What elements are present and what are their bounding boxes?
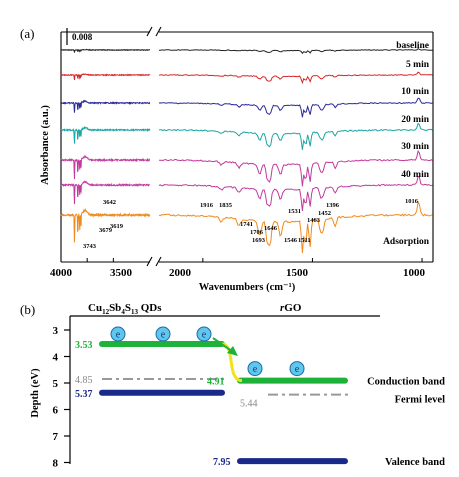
scale-bar-label: 0.008	[72, 32, 93, 42]
series-curve-1-seg1	[158, 71, 433, 85]
series-label-40min: 40 min	[401, 170, 429, 180]
peak-label-1511: 1511	[298, 237, 311, 244]
peak-label-1693: 1693	[252, 237, 266, 244]
series-label-10min: 10 min	[401, 87, 429, 97]
level-label-4.85: 4.85	[75, 375, 93, 386]
peak-label-1546: 1546	[284, 237, 298, 244]
electron-symbol: e	[253, 364, 258, 375]
x-tick-label-4000: 4000	[50, 267, 73, 279]
peak-annotations: 3743 3679 3642 3619 1916 1835 1741 1706 …	[83, 198, 419, 250]
peak-label-3642: 3642	[103, 199, 116, 206]
peak-label-3679: 3679	[99, 227, 113, 234]
series-label-20min: 20 min	[401, 115, 429, 125]
electron-3: e	[196, 326, 212, 342]
series-label-30min: 30 min	[401, 142, 429, 152]
panel-b-y-ticks: 3 4 5 6 7 8	[53, 325, 70, 470]
peak-label-1016: 1016	[405, 198, 419, 205]
series-curve-5-seg1	[158, 175, 433, 211]
panel-a-label: (a)	[20, 26, 34, 41]
depth-axis-label: Depth (eV)	[30, 368, 41, 418]
peak-label-1531: 1531	[288, 208, 301, 215]
series-curve-0-seg1	[159, 48, 433, 55]
level-label-5.37: 5.37	[75, 389, 93, 400]
series-curve-6-seg0	[60, 207, 151, 243]
panel-a-x-ticks	[60, 258, 423, 262]
series-curve-1-seg0	[60, 73, 151, 81]
electrons: e e e e e	[110, 326, 305, 377]
electron-circle	[110, 326, 126, 342]
electron-1: e	[110, 326, 126, 342]
electron-5: e	[289, 361, 305, 377]
y-tick-label-4: 4	[53, 352, 59, 364]
series-curve-0-seg0	[60, 48, 151, 53]
peak-label-1835: 1835	[219, 202, 233, 209]
panel-b-label: (b)	[20, 302, 35, 317]
material-cu-qds: Cu12Sb4S13 QDs	[88, 302, 162, 316]
electron-circle	[155, 326, 171, 342]
level-label-3.53: 3.53	[75, 340, 93, 351]
series-curve-6-seg1	[158, 200, 433, 254]
spectra-series	[60, 48, 433, 254]
electron-circle	[196, 326, 212, 342]
series-curve-3-seg0	[60, 125, 151, 144]
valence-band-label: Valence band	[385, 457, 445, 468]
panel-a-frame	[60, 31, 434, 263]
x-tick-label-2000: 2000	[169, 267, 192, 279]
peak-label-1706: 1706	[250, 229, 264, 236]
y-tick-label-5: 5	[53, 378, 59, 390]
peak-label-3743: 3743	[83, 243, 97, 250]
electron-2: e	[155, 326, 171, 342]
transfer-arrow	[212, 337, 238, 356]
series-curve-2-seg1	[158, 97, 433, 118]
energy-levels	[99, 341, 352, 465]
level-label-7.95: 7.95	[213, 457, 231, 468]
y-tick-label-7: 7	[53, 431, 59, 443]
series-label-5min: 5 min	[406, 60, 430, 70]
axis-break-marks	[146, 26, 162, 267]
x-tick-label-1500: 1500	[286, 267, 309, 279]
peak-label-1741: 1741	[240, 221, 253, 228]
peak-label-1463: 1463	[307, 217, 321, 224]
peak-label-1452: 1452	[318, 210, 331, 217]
electron-symbol: e	[116, 330, 121, 341]
peak-label-3619: 3619	[110, 223, 124, 230]
electron-symbol: e	[161, 330, 166, 341]
series-curve-3-seg1	[158, 122, 433, 150]
peak-label-1396: 1396	[326, 202, 340, 209]
x-tick-label-3500: 3500	[110, 267, 133, 279]
peak-label-1646: 1646	[264, 225, 278, 232]
series-curve-2-seg0	[60, 99, 151, 113]
y-tick-label-3: 3	[53, 325, 59, 337]
y-tick-label-8: 8	[53, 458, 59, 470]
electron-symbol: e	[202, 330, 207, 341]
y-axis-label: Absorbance (a.u.)	[40, 105, 51, 185]
electron-transfer-connector	[221, 342, 243, 383]
level-label-4.91: 4.91	[207, 377, 225, 388]
series-curve-4-seg1	[158, 149, 433, 187]
series-curve-4-seg0	[60, 154, 151, 180]
x-tick-label-1000: 1000	[403, 267, 426, 279]
electron-4: e	[247, 361, 263, 377]
peak-label-1916: 1916	[200, 202, 214, 209]
material-rgo: rGO	[280, 302, 302, 314]
conduction-band-label: Conduction band	[367, 377, 445, 388]
panel-b-axes	[69, 315, 380, 464]
fermi-level-label: Fermi level	[395, 395, 446, 406]
electron-circle	[247, 361, 263, 377]
series-curve-5-seg0	[60, 180, 151, 205]
series-label-baseline: baseline	[396, 41, 429, 51]
x-axis-label: Wavenumbers (cm⁻¹)	[199, 282, 296, 293]
y-tick-label-6: 6	[53, 405, 59, 417]
series-label-adsorption: Adsorption	[383, 237, 430, 247]
electron-symbol: e	[295, 364, 300, 375]
electron-circle	[289, 361, 305, 377]
level-label-5.44: 5.44	[240, 399, 258, 410]
